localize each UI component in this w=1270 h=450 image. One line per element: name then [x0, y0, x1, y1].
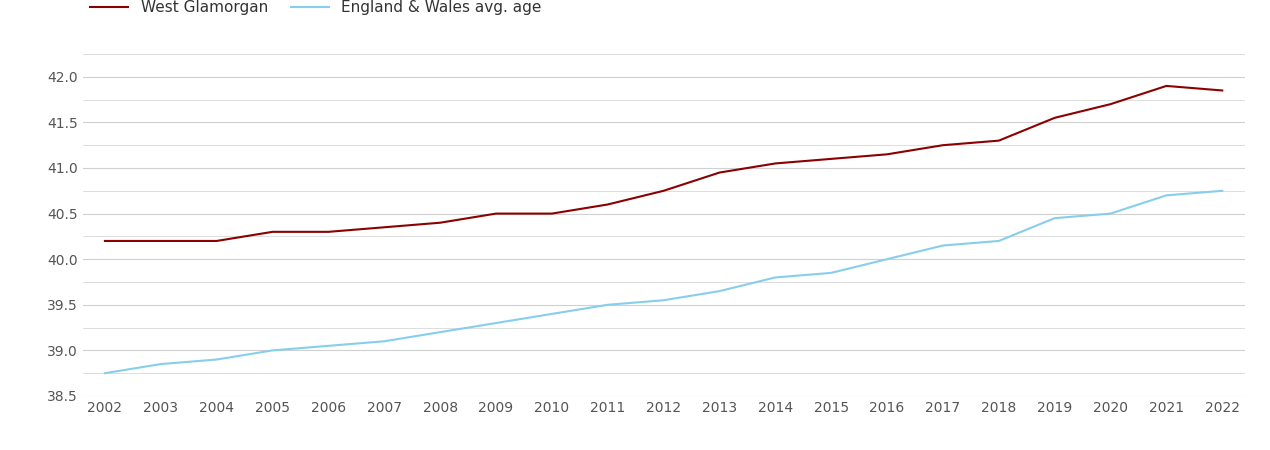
- West Glamorgan: [991, 138, 1006, 144]
- West Glamorgan: [489, 211, 504, 216]
- West Glamorgan: [433, 220, 448, 225]
- West Glamorgan: [655, 188, 671, 194]
- West Glamorgan: [711, 170, 726, 175]
- West Glamorgan: [935, 143, 950, 148]
- West Glamorgan: [377, 225, 392, 230]
- Legend: West Glamorgan, England & Wales avg. age: West Glamorgan, England & Wales avg. age: [90, 0, 541, 15]
- West Glamorgan: [879, 152, 894, 157]
- West Glamorgan: [265, 229, 281, 234]
- England & Wales avg. age: [711, 288, 726, 294]
- West Glamorgan: [210, 238, 225, 243]
- England & Wales avg. age: [1102, 211, 1118, 216]
- West Glamorgan: [823, 156, 838, 162]
- West Glamorgan: [1158, 83, 1173, 89]
- England & Wales avg. age: [545, 311, 560, 317]
- England & Wales avg. age: [767, 275, 782, 280]
- West Glamorgan: [321, 229, 337, 234]
- England & Wales avg. age: [154, 361, 169, 367]
- West Glamorgan: [601, 202, 616, 207]
- West Glamorgan: [1102, 101, 1118, 107]
- Line: England & Wales avg. age: England & Wales avg. age: [105, 191, 1222, 373]
- England & Wales avg. age: [489, 320, 504, 326]
- England & Wales avg. age: [265, 348, 281, 353]
- England & Wales avg. age: [823, 270, 838, 275]
- West Glamorgan: [98, 238, 113, 243]
- England & Wales avg. age: [210, 357, 225, 362]
- England & Wales avg. age: [321, 343, 337, 349]
- West Glamorgan: [1214, 88, 1229, 93]
- England & Wales avg. age: [377, 338, 392, 344]
- England & Wales avg. age: [601, 302, 616, 307]
- England & Wales avg. age: [98, 370, 113, 376]
- Line: West Glamorgan: West Glamorgan: [105, 86, 1222, 241]
- England & Wales avg. age: [991, 238, 1006, 243]
- England & Wales avg. age: [1046, 216, 1062, 221]
- England & Wales avg. age: [655, 297, 671, 303]
- West Glamorgan: [545, 211, 560, 216]
- England & Wales avg. age: [1214, 188, 1229, 194]
- West Glamorgan: [1046, 115, 1062, 121]
- West Glamorgan: [154, 238, 169, 243]
- England & Wales avg. age: [433, 329, 448, 335]
- England & Wales avg. age: [1158, 193, 1173, 198]
- England & Wales avg. age: [935, 243, 950, 248]
- England & Wales avg. age: [879, 256, 894, 262]
- West Glamorgan: [767, 161, 782, 166]
